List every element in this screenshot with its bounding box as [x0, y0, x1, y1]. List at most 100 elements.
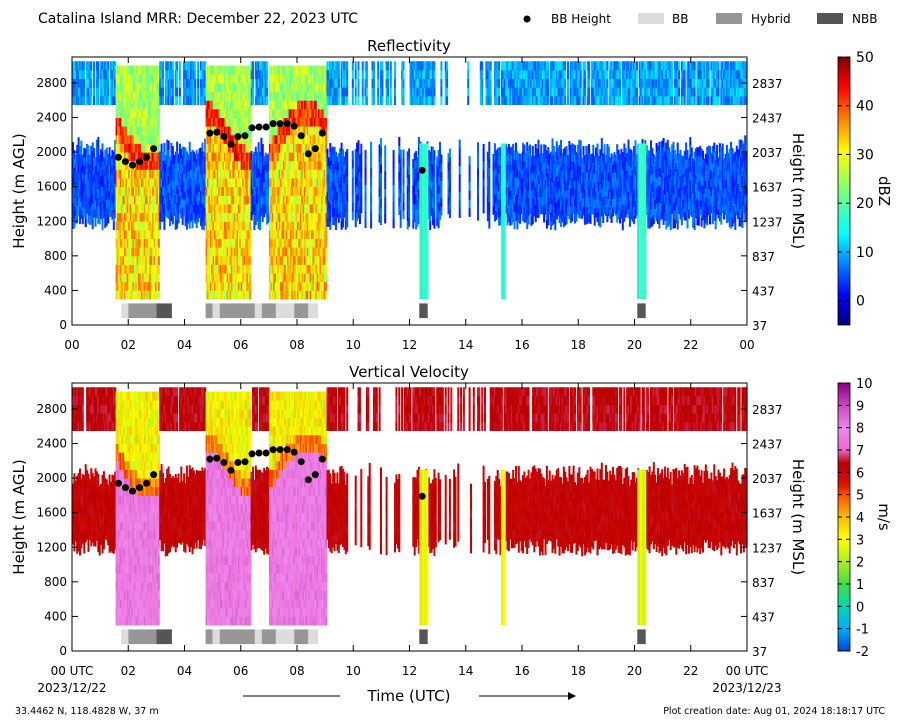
field-cell	[155, 290, 158, 300]
field-cell	[176, 193, 179, 203]
field-cell	[185, 160, 188, 170]
field-cell	[292, 152, 295, 162]
field-cell	[207, 178, 210, 188]
field-cell	[149, 160, 152, 170]
field-cell	[73, 158, 76, 168]
field-cell	[301, 108, 304, 118]
field-cell	[273, 160, 276, 170]
field-cell	[126, 273, 129, 283]
field-cell	[140, 117, 143, 127]
field-cell	[163, 168, 166, 178]
field-cell	[107, 205, 110, 215]
field-cell	[285, 186, 288, 196]
field-cell	[132, 126, 135, 136]
field-cell	[233, 143, 236, 153]
field-cell	[192, 61, 195, 71]
field-cell	[147, 65, 150, 75]
field-cell	[250, 87, 253, 97]
field-cell	[138, 247, 141, 257]
field-cell	[235, 74, 238, 84]
field-cell	[232, 100, 235, 110]
field-cell	[117, 247, 120, 257]
field-cell	[299, 255, 302, 265]
field-cell	[205, 178, 208, 188]
field-cell	[266, 198, 269, 208]
field-cell	[107, 197, 110, 207]
field-cell	[239, 169, 242, 179]
field-cell	[139, 117, 142, 127]
field-cell	[147, 195, 150, 205]
field-cell	[73, 61, 76, 71]
field-cell	[126, 126, 129, 136]
field-cell	[83, 156, 86, 166]
field-cell	[243, 221, 246, 231]
field-cell	[488, 141, 491, 151]
field-cell	[302, 152, 305, 162]
field-cell	[372, 61, 375, 71]
field-cell	[278, 65, 281, 75]
field-cell	[259, 195, 262, 205]
field-cell	[102, 191, 105, 201]
field-cell	[239, 178, 242, 188]
field-cell	[162, 61, 165, 71]
field-cell	[146, 82, 149, 92]
field-cell	[74, 206, 77, 216]
field-cell	[98, 171, 101, 181]
field-cell	[73, 184, 76, 194]
field-cell	[223, 82, 226, 92]
field-cell	[232, 152, 235, 162]
field-cell	[77, 180, 80, 190]
field-cell	[129, 221, 132, 231]
field-cell	[274, 82, 277, 92]
field-cell	[294, 169, 297, 179]
field-cell	[98, 180, 101, 190]
field-cell	[133, 204, 136, 214]
field-cell	[275, 160, 278, 170]
legend-swatch	[638, 13, 664, 24]
field-cell	[84, 174, 87, 184]
field-cell	[531, 145, 534, 155]
field-cell	[187, 87, 190, 97]
field-cell	[306, 273, 309, 283]
field-cell	[448, 191, 451, 201]
field-cell	[225, 108, 228, 118]
field-cell	[236, 195, 239, 205]
field-cell	[124, 100, 127, 110]
field-cell	[305, 108, 308, 118]
field-cell	[351, 159, 354, 169]
field-cell	[136, 117, 139, 127]
field-cell	[140, 65, 143, 75]
field-cell	[138, 143, 141, 153]
field-cell	[188, 61, 191, 71]
field-cell	[136, 204, 139, 214]
field-cell	[381, 87, 384, 97]
field-cell	[86, 187, 89, 197]
field-cell	[88, 198, 91, 208]
field-cell	[360, 178, 363, 188]
field-cell	[253, 151, 256, 161]
field-cell	[256, 177, 259, 187]
field-cell	[245, 229, 248, 239]
field-cell	[121, 117, 124, 127]
field-cell	[233, 91, 236, 101]
field-cell	[124, 264, 127, 274]
field-cell	[240, 160, 243, 170]
field-cell	[204, 61, 207, 71]
field-cell	[128, 82, 131, 92]
field-cell	[222, 221, 225, 231]
field-cell	[228, 178, 231, 188]
field-cell	[309, 264, 312, 274]
field-cell	[157, 117, 160, 127]
field-cell	[243, 247, 246, 257]
field-cell	[133, 281, 136, 291]
field-cell	[132, 229, 135, 239]
field-cell	[237, 91, 240, 101]
field-cell	[104, 175, 107, 185]
field-cell	[145, 160, 148, 170]
field-cell	[285, 178, 288, 188]
field-cell	[112, 78, 115, 88]
field-cell	[205, 74, 208, 84]
field-cell	[212, 273, 215, 283]
field-cell	[402, 210, 405, 220]
field-cell	[204, 147, 207, 157]
